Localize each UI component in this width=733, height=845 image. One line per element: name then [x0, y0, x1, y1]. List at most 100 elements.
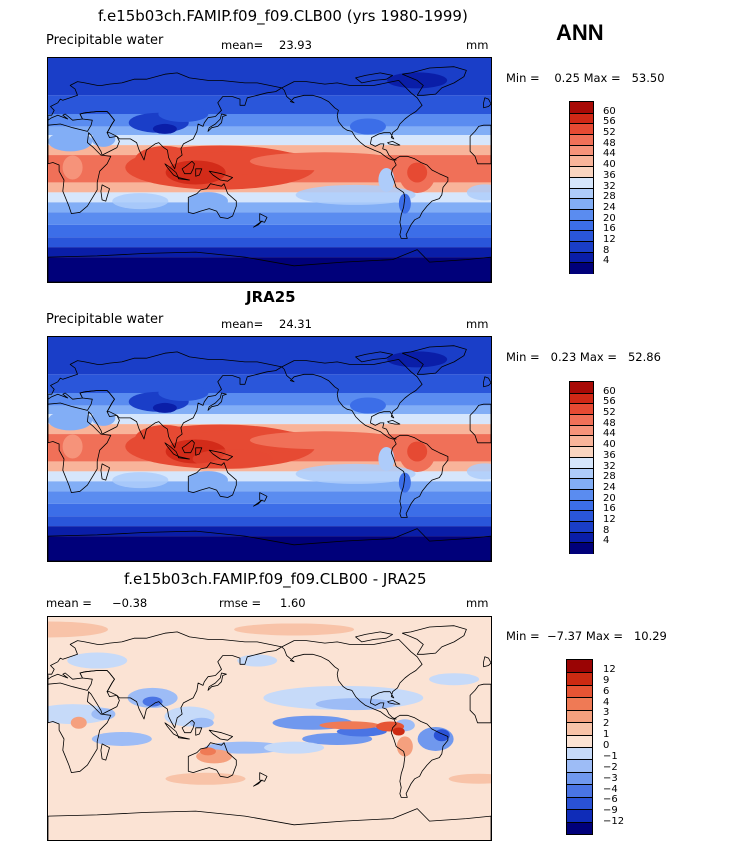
coastline — [100, 463, 110, 481]
colorbar-tick-label: 20 — [603, 212, 616, 224]
panel2-map-svg — [48, 337, 491, 561]
panel3-units: mm — [466, 596, 489, 610]
coastline — [483, 97, 491, 109]
field-blob — [429, 673, 480, 686]
colorbar-swatch — [570, 230, 593, 242]
colorbar-divider — [570, 155, 593, 157]
colorbar-divider — [570, 414, 593, 416]
colorbar-swatch — [570, 456, 593, 468]
panel1-map — [47, 57, 492, 283]
panel2-map — [47, 336, 492, 562]
coastline — [208, 170, 234, 182]
colorbar-swatch — [567, 722, 592, 736]
colorbar-divider — [570, 187, 593, 189]
colorbar-tick-label: 36 — [603, 449, 616, 461]
panel2-title: JRA25 — [246, 288, 296, 306]
panel1-title: f.e15b03ch.FAMIP.f09_f09.CLB00 (yrs 1980… — [98, 7, 468, 25]
coastline — [48, 808, 491, 840]
field-blob — [199, 747, 216, 756]
coastline — [401, 345, 467, 375]
field-blob — [398, 472, 411, 493]
colorbar-tick-label: −4 — [603, 783, 618, 795]
pw-band — [48, 135, 491, 146]
colorbar-swatch — [570, 198, 593, 210]
colorbar-divider — [570, 123, 593, 125]
coastline — [181, 439, 195, 454]
coastline — [48, 249, 491, 282]
pw-band — [48, 503, 491, 517]
colorbar-divider — [570, 467, 593, 469]
colorbar-divider — [567, 747, 592, 748]
field-blob — [295, 184, 416, 205]
colorbar-divider — [567, 771, 592, 773]
field-blob — [396, 736, 413, 757]
colorbar-tick-label: 40 — [603, 439, 616, 451]
colorbar-tick-label: 44 — [603, 148, 616, 160]
colorbar-tick-label: 2 — [603, 718, 610, 730]
colorbar-swatch — [570, 208, 593, 221]
field-blob — [249, 152, 400, 171]
colorbar-swatch — [570, 424, 593, 436]
colorbar-tick-label: 9 — [603, 674, 610, 686]
colorbar-swatch — [567, 747, 592, 760]
coastline — [48, 72, 283, 170]
colorbar-swatch — [570, 520, 593, 533]
colorbar-divider — [567, 709, 592, 711]
colorbar-swatch — [567, 759, 592, 773]
field-blob — [189, 717, 214, 728]
field-blob — [237, 654, 278, 667]
field-blob — [378, 167, 395, 192]
coastline — [195, 727, 203, 736]
colorbar-tick-label: 52 — [603, 127, 616, 139]
coastline — [177, 177, 190, 181]
field-blob — [319, 721, 380, 730]
field-blob — [48, 131, 93, 152]
pw-band — [48, 516, 491, 527]
colorbar-divider — [570, 531, 593, 533]
colorbar-swatch — [567, 660, 592, 673]
coastline — [187, 742, 237, 778]
coastline — [390, 434, 449, 518]
colorbar-divider — [567, 722, 592, 724]
field-blob — [192, 448, 273, 469]
coastline — [181, 160, 195, 175]
diff-background — [48, 617, 491, 840]
coastline — [253, 220, 263, 228]
coastline — [355, 351, 394, 363]
colorbar-swatch — [567, 709, 592, 723]
field-blob — [407, 441, 428, 462]
field-blob — [152, 402, 177, 413]
colorbar-divider — [570, 240, 593, 242]
colorbar-swatch — [570, 531, 593, 543]
colorbar-swatch — [570, 467, 593, 479]
coastline — [48, 631, 283, 729]
coastline — [401, 625, 467, 655]
colorbar-swatch — [570, 262, 593, 274]
field-blob — [158, 385, 209, 401]
field-blob — [91, 130, 116, 147]
colorbar-divider — [570, 435, 593, 437]
colorbar-swatch — [570, 134, 593, 146]
colorbar-tick-label: 40 — [603, 159, 616, 171]
colorbar-tick-label: 28 — [603, 191, 616, 203]
coastline — [390, 714, 449, 798]
colorbar-tick-label: 32 — [603, 460, 616, 472]
colorbar-tick-label: 56 — [603, 116, 616, 128]
colorbar-divider — [570, 166, 593, 168]
coastline — [195, 447, 203, 456]
colorbar-tick-label: 4 — [603, 535, 610, 547]
pw-band — [48, 192, 491, 203]
colorbar-swatch — [570, 488, 593, 501]
colorbar-swatch — [567, 684, 592, 698]
pw-band — [48, 536, 491, 561]
pw-band — [48, 182, 491, 193]
colorbar-tick-label: 8 — [603, 524, 610, 536]
colorbar-divider — [570, 424, 593, 426]
colorbar-divider — [570, 499, 593, 501]
field-blob — [349, 397, 386, 414]
colorbar-divider — [570, 230, 593, 232]
colorbar-swatch — [570, 123, 593, 135]
colorbar-tick-label: 12 — [603, 233, 616, 245]
coastline — [100, 743, 110, 761]
coastline — [187, 462, 237, 498]
